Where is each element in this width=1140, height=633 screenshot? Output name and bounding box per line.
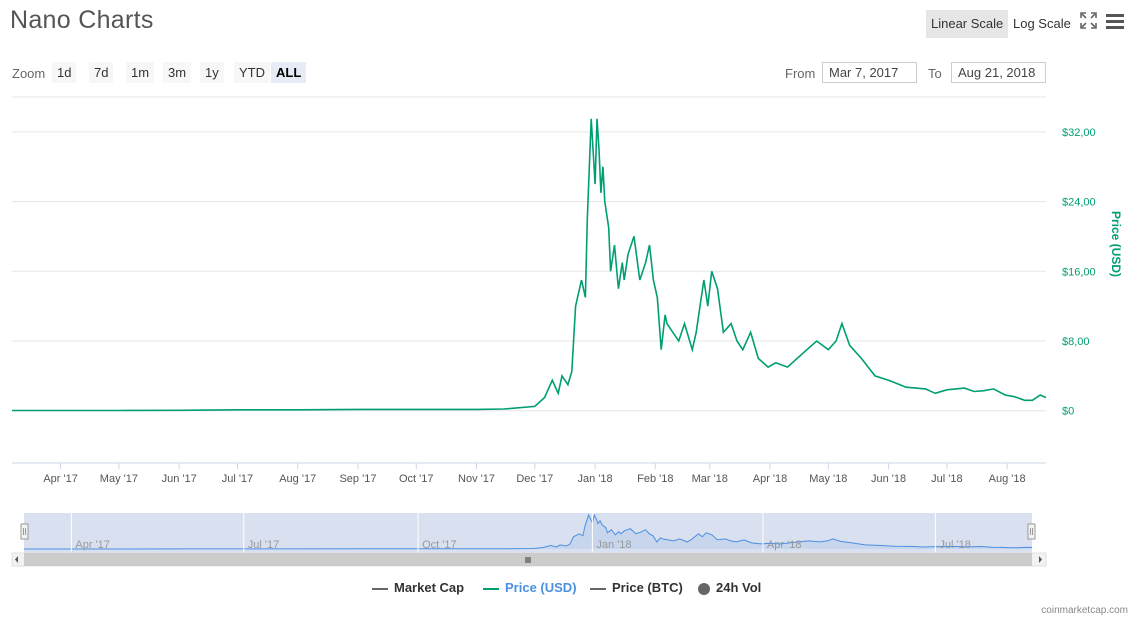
fullscreen-icon[interactable] — [1080, 12, 1097, 34]
navigator-series-line — [24, 513, 1033, 550]
x-tick-label: Nov '17 — [458, 473, 495, 485]
to-label: To — [928, 66, 942, 81]
to-date-input[interactable] — [951, 62, 1046, 83]
navigator[interactable]: Apr '17 Jul '17 Oct '17 Jan '18 Apr '18 Jul '… — [0, 510, 1140, 572]
log-scale-button[interactable]: Log Scale — [1013, 16, 1071, 31]
x-tick-label: Jul '17 — [222, 473, 253, 485]
x-tick-label: May '17 — [100, 473, 138, 485]
navigator-tick-label: Apr '17 — [75, 539, 110, 551]
navigator-right-handle[interactable] — [1027, 523, 1036, 540]
y-tick-label: $24,00 — [1062, 197, 1096, 209]
legend-market-cap[interactable]: Market Cap — [372, 580, 464, 595]
zoom-7d-button[interactable]: 7d — [89, 62, 114, 83]
navigator-mask — [24, 513, 1032, 554]
linear-scale-button[interactable]: Linear Scale — [926, 10, 1009, 38]
legend-price-usd-label: Price (USD) — [505, 580, 577, 595]
x-tick-label: Mar '18 — [692, 473, 728, 485]
chart-title: Nano Charts — [10, 6, 154, 34]
x-tick-label: Apr '17 — [43, 473, 78, 485]
x-tick-label: Jul '18 — [931, 473, 962, 485]
navigator-tick-label: Jul '18 — [939, 539, 970, 551]
x-tick-label: Dec '17 — [516, 473, 553, 485]
zoom-label: Zoom — [12, 66, 46, 81]
zoom-ytd-button[interactable]: YTD — [234, 62, 270, 83]
zoom-1m-button[interactable]: 1m — [126, 62, 155, 83]
legend-price-btc[interactable]: Price (BTC) — [590, 580, 683, 595]
y-tick-label: $32,00 — [1062, 127, 1096, 139]
y-tick-label: $8,00 — [1062, 336, 1090, 348]
x-tick-label: Feb '18 — [637, 473, 673, 485]
y-tick-label: $0 — [1062, 406, 1074, 418]
y-tick-label: $16,00 — [1062, 266, 1096, 278]
x-tick-label: May '18 — [809, 473, 847, 485]
legend-price-btc-marker — [590, 587, 606, 590]
zoom-1d-button[interactable]: 1d — [52, 62, 77, 83]
from-label: From — [785, 66, 816, 81]
x-tick-label: Jun '18 — [871, 473, 906, 485]
x-tick-label: Jan '18 — [578, 473, 613, 485]
x-tick-label: Jun '17 — [162, 473, 197, 485]
navigator-tick-label: Jan '18 — [596, 539, 631, 551]
legend-market-cap-label: Market Cap — [394, 580, 465, 595]
y-axis-label: Price (USD) — [1109, 211, 1123, 277]
x-tick-label: Apr '18 — [753, 473, 788, 485]
legend-market-cap-marker — [372, 587, 388, 590]
legend-24h-vol-marker — [698, 582, 710, 595]
from-date-input[interactable] — [822, 62, 917, 83]
legend-price-btc-label: Price (BTC) — [612, 580, 683, 595]
legend-price-usd[interactable]: Price (USD) — [483, 580, 577, 595]
x-tick-label: Aug '18 — [989, 473, 1026, 485]
credit-link[interactable]: coinmarketcap.com — [1041, 605, 1128, 616]
legend-24h-vol[interactable]: 24h Vol — [698, 580, 761, 595]
x-tick-label: Aug '17 — [279, 473, 316, 485]
navigator-tick-label: Apr '18 — [767, 539, 802, 551]
zoom-all-button[interactable]: ALL — [271, 62, 307, 83]
legend-24h-vol-label: 24h Vol — [716, 580, 762, 595]
scroll-left-arrow-icon[interactable] — [15, 556, 18, 563]
menu-icon[interactable] — [1105, 13, 1125, 34]
price-usd-series-line — [12, 118, 1047, 412]
navigator-tick-label: Oct '17 — [422, 539, 457, 551]
scroll-right-arrow-icon[interactable] — [1039, 556, 1042, 563]
navigator-left-handle[interactable] — [20, 523, 29, 540]
x-tick-label: Oct '17 — [399, 473, 434, 485]
x-axis-ticks: Apr '17 May '17 Jun '17 Jul '17 Aug '17 Sep '… — [43, 463, 1026, 485]
y-axis-ticks: $0 $8,00 $16,00 $24,00 $32,00 — [1062, 127, 1096, 418]
grid-lines — [12, 131, 1046, 412]
navigator-ticks: Apr '17 Jul '17 Oct '17 Jan '18 Apr '18 Jul '… — [70, 513, 971, 553]
x-tick-label: Sep '17 — [339, 473, 376, 485]
zoom-3m-button[interactable]: 3m — [163, 62, 192, 83]
legend-price-usd-marker — [483, 587, 499, 590]
navigator-tick-label: Jul '17 — [248, 539, 279, 551]
zoom-1y-button[interactable]: 1y — [200, 62, 224, 83]
price-chart: $0 $8,00 $16,00 $24,00 $32,00 Price (USD) Ap… — [12, 96, 1123, 485]
scrollbar-grip-icon — [525, 557, 531, 563]
